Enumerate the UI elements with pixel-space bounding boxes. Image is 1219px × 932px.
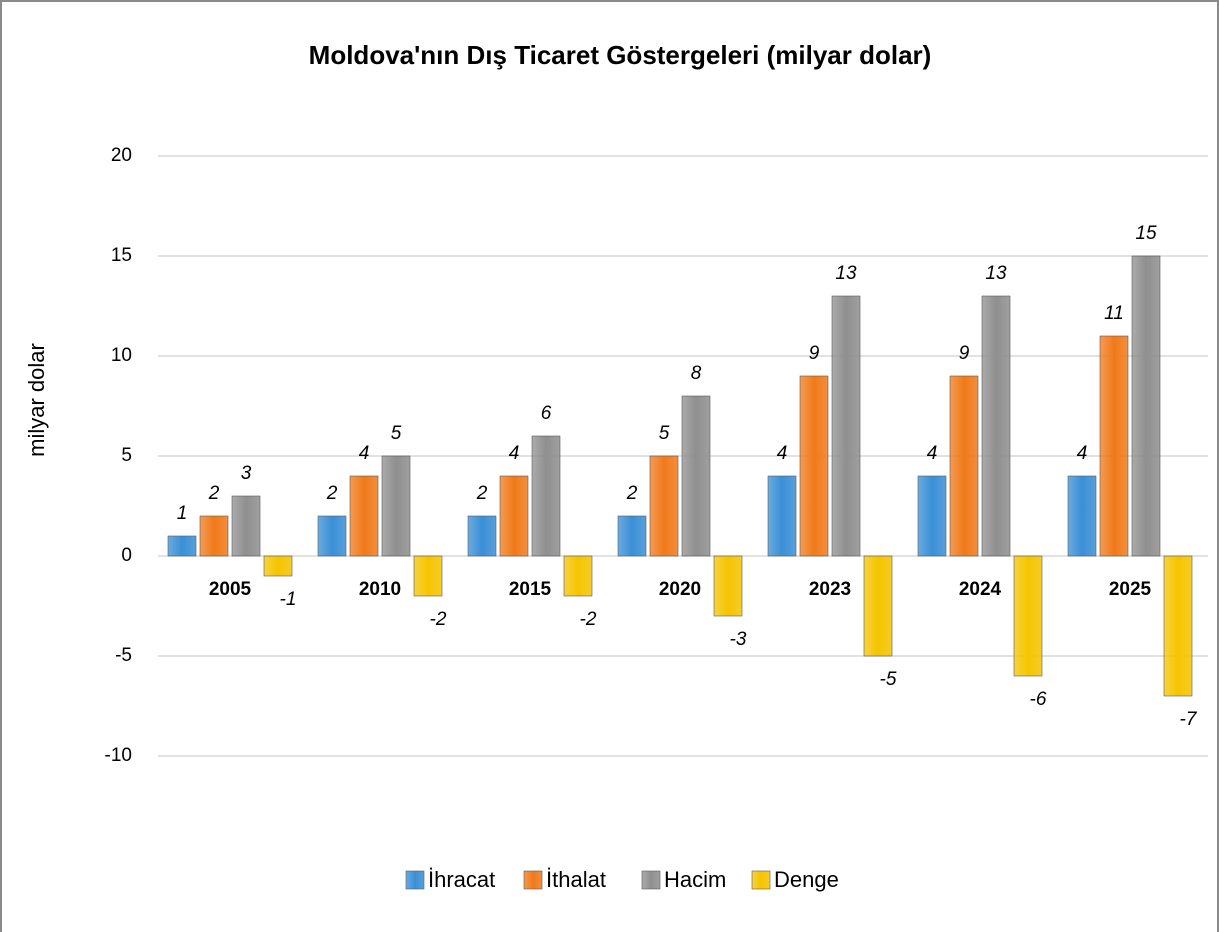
value-label: 13 bbox=[835, 263, 857, 284]
bar bbox=[713, 555, 743, 617]
bar bbox=[499, 475, 529, 557]
y-tick-label: 20 bbox=[111, 145, 132, 166]
bar bbox=[413, 555, 443, 597]
y-tick-label: 0 bbox=[121, 545, 132, 566]
x-tick-label: 2020 bbox=[659, 579, 701, 600]
bar bbox=[1099, 335, 1129, 557]
value-label: 4 bbox=[777, 443, 788, 464]
x-tick-label: 2023 bbox=[809, 579, 851, 600]
bar bbox=[1131, 255, 1161, 557]
x-tick-label: 2015 bbox=[509, 579, 552, 600]
legend-swatch bbox=[641, 870, 661, 890]
value-label: 1 bbox=[177, 503, 188, 524]
y-tick-label: 10 bbox=[111, 345, 132, 366]
bar bbox=[381, 455, 411, 557]
bar bbox=[831, 295, 861, 557]
bar bbox=[317, 515, 347, 557]
bar bbox=[863, 555, 893, 657]
value-label: 8 bbox=[691, 363, 702, 384]
legend-label: Denge bbox=[774, 867, 839, 892]
legend-label: İhracat bbox=[428, 867, 495, 892]
value-label: 2 bbox=[626, 483, 638, 504]
bar bbox=[231, 495, 261, 557]
legend-label: Hacim bbox=[664, 867, 726, 892]
value-label: 9 bbox=[959, 343, 970, 364]
bar bbox=[617, 515, 647, 557]
bar bbox=[563, 555, 593, 597]
value-label: -6 bbox=[1030, 689, 1047, 710]
value-label: 9 bbox=[809, 343, 820, 364]
value-label: 4 bbox=[927, 443, 938, 464]
bar bbox=[681, 395, 711, 557]
bar bbox=[1067, 475, 1097, 557]
x-tick-label: 2005 bbox=[209, 579, 252, 600]
value-label: 6 bbox=[541, 403, 552, 424]
value-label: -7 bbox=[1180, 709, 1198, 730]
bar bbox=[1013, 555, 1043, 677]
bar bbox=[349, 475, 379, 557]
value-label: 4 bbox=[509, 443, 520, 464]
value-label: 15 bbox=[1135, 223, 1157, 244]
value-label: -1 bbox=[280, 589, 297, 610]
value-label: 5 bbox=[659, 423, 670, 444]
value-label: 2 bbox=[208, 483, 220, 504]
y-tick-label: 5 bbox=[121, 445, 132, 466]
bar bbox=[917, 475, 947, 557]
bar bbox=[949, 375, 979, 557]
legend-swatch bbox=[405, 870, 425, 890]
value-label: 2 bbox=[476, 483, 488, 504]
bar bbox=[167, 535, 197, 557]
bar bbox=[199, 515, 229, 557]
bar bbox=[531, 435, 561, 557]
value-label: 4 bbox=[359, 443, 370, 464]
bar bbox=[649, 455, 679, 557]
bar bbox=[1163, 555, 1193, 697]
value-label: -2 bbox=[430, 609, 447, 630]
legend-swatch bbox=[523, 870, 543, 890]
value-label: 13 bbox=[985, 263, 1007, 284]
x-tick-label: 2024 bbox=[959, 579, 1002, 600]
legend-swatch bbox=[751, 870, 771, 890]
value-label: 11 bbox=[1104, 303, 1124, 324]
y-tick-label: -5 bbox=[115, 645, 132, 666]
bar bbox=[981, 295, 1011, 557]
legend-label: İthalat bbox=[546, 867, 606, 892]
chart-title: Moldova'nın Dış Ticaret Göstergeleri (mi… bbox=[309, 40, 932, 70]
x-tick-label: 2025 bbox=[1109, 579, 1152, 600]
bar bbox=[263, 555, 293, 577]
y-axis-label: milyar dolar bbox=[24, 343, 49, 457]
value-label: -2 bbox=[580, 609, 597, 630]
bar bbox=[767, 475, 797, 557]
value-label: -3 bbox=[730, 629, 747, 650]
x-tick-label: 2010 bbox=[359, 579, 401, 600]
y-tick-label: -10 bbox=[105, 745, 132, 766]
value-label: 4 bbox=[1077, 443, 1088, 464]
value-label: -5 bbox=[880, 669, 897, 690]
value-label: 3 bbox=[241, 463, 252, 484]
bar bbox=[467, 515, 497, 557]
bar bbox=[799, 375, 829, 557]
value-label: 2 bbox=[326, 483, 338, 504]
y-tick-label: 15 bbox=[111, 245, 132, 266]
value-label: 5 bbox=[391, 423, 402, 444]
